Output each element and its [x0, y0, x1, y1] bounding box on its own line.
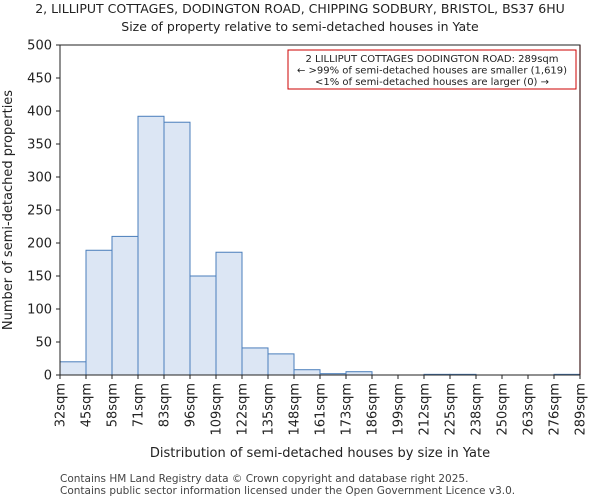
x-tick-label: 250sqm: [496, 383, 511, 436]
x-tick-label: 199sqm: [392, 383, 407, 436]
x-tick-label: 45sqm: [80, 383, 95, 427]
y-tick-label: 150: [27, 270, 52, 285]
x-tick-label: 161sqm: [314, 383, 329, 436]
y-tick-label: 350: [27, 138, 52, 153]
x-tick-label: 148sqm: [288, 383, 303, 436]
bar-122sqm: [241, 347, 269, 376]
x-tick-label: 276sqm: [548, 383, 563, 436]
annotation-line: 2 LILLIPUT COTTAGES DODINGTON ROAD: 289s…: [305, 54, 558, 65]
y-tick-label: 100: [27, 303, 52, 318]
y-tick-label: 450: [27, 72, 52, 87]
y-tick-label: 50: [35, 336, 52, 351]
x-tick-label: 238sqm: [470, 383, 485, 436]
chart-subtitle: Size of property relative to semi-detach…: [121, 19, 479, 34]
bar-109sqm: [215, 251, 243, 376]
x-tick-label: 289sqm: [574, 383, 589, 436]
x-axis-label: Distribution of semi-detached houses by …: [150, 446, 490, 461]
bar-148sqm: [293, 369, 321, 376]
annotation-box: [287, 49, 577, 90]
y-tick-label: 250: [27, 204, 52, 219]
x-tick-label: 32sqm: [54, 383, 69, 427]
bar-71sqm: [137, 115, 165, 376]
x-tick-label: 186sqm: [366, 383, 381, 436]
x-tick-label: 263sqm: [522, 383, 537, 436]
bar-96sqm: [189, 275, 217, 376]
annotation-line: <1% of semi-detached houses are larger (…: [315, 77, 549, 88]
bar-45sqm: [85, 249, 113, 376]
marker-annotation: 2 LILLIPUT COTTAGES DODINGTON ROAD: 289s…: [287, 49, 577, 90]
x-tick-label: 71sqm: [132, 383, 147, 427]
x-tick-label: 212sqm: [418, 383, 433, 436]
y-axis: 0 50 100 150 200 250 300 350 400 450 500: [27, 39, 60, 384]
y-tick-label: 500: [27, 39, 52, 54]
x-axis: 32sqm 45sqm 58sqm 71sqm 83sqm 96sqm 109sqm 122s…: [54, 375, 589, 436]
x-tick-label: 96sqm: [184, 383, 199, 427]
y-tick-label: 400: [27, 105, 52, 120]
x-tick-label: 109sqm: [210, 383, 225, 436]
footer-line: Contains public sector information licen…: [60, 485, 515, 497]
x-tick-label: 173sqm: [340, 383, 355, 436]
y-axis-label: Number of semi-detached properties: [1, 90, 16, 330]
x-tick-label: 135sqm: [262, 383, 277, 436]
annotation-line: ← >99% of semi-detached houses are small…: [297, 66, 567, 77]
x-tick-label: 83sqm: [158, 383, 173, 427]
bar-83sqm: [163, 121, 191, 376]
footer-line: Contains HM Land Registry data © Crown c…: [60, 473, 468, 485]
bar-58sqm: [111, 235, 139, 376]
x-tick-label: 58sqm: [106, 383, 121, 427]
bars-group: [59, 115, 581, 376]
x-tick-label: 225sqm: [444, 383, 459, 436]
x-tick-label: 122sqm: [236, 383, 251, 436]
chart-title: 2, LILLIPUT COTTAGES, DODINGTON ROAD, CH…: [35, 1, 565, 16]
bar-32sqm: [59, 361, 87, 376]
y-tick-label: 200: [27, 237, 52, 252]
bar-135sqm: [267, 353, 295, 376]
y-tick-label: 0: [44, 369, 52, 384]
y-tick-label: 300: [27, 171, 52, 186]
